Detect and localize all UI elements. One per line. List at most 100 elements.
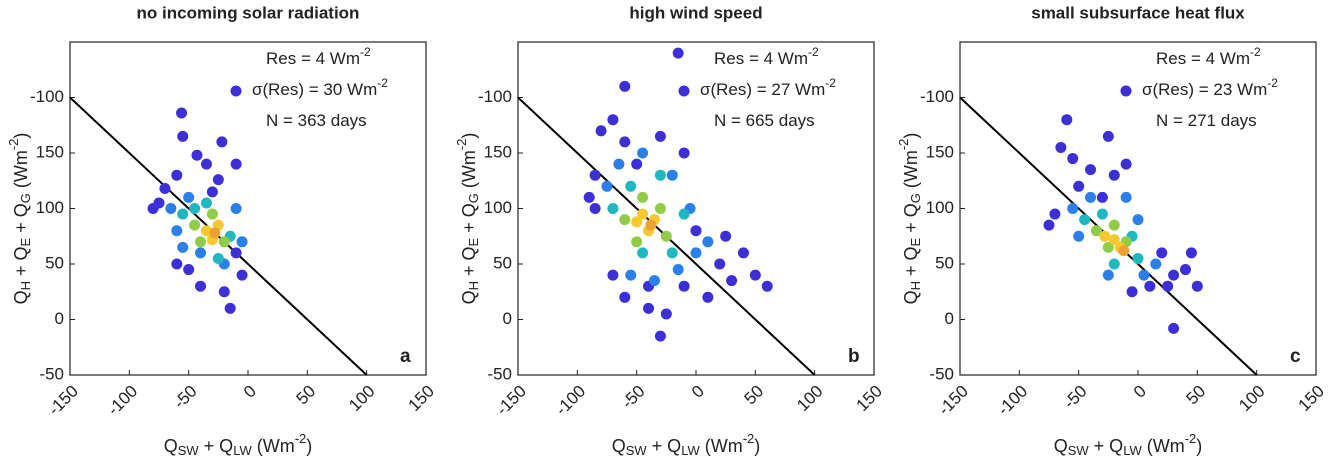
point [212, 252, 224, 264]
point [702, 236, 714, 248]
y-tick-label: -50 [929, 364, 954, 383]
x-tick-label: 150 [405, 382, 438, 415]
point [1185, 247, 1197, 259]
y-tick-label: -100 [478, 87, 512, 106]
y-axis-label: QH + QE + QG (Wm-2) [896, 133, 923, 305]
point [1099, 230, 1111, 242]
point [1120, 191, 1132, 203]
y-tick-label: -50 [39, 364, 64, 383]
annotation: Res = 4 Wm-2 [714, 45, 819, 68]
point [690, 225, 702, 237]
point [1102, 130, 1114, 142]
point [1085, 164, 1097, 176]
panel-title: small subsurface heat flux [1031, 3, 1245, 22]
point [1061, 114, 1073, 126]
point [1085, 191, 1097, 203]
annotation-sup: -2 [1250, 45, 1261, 59]
point [195, 280, 207, 292]
point [637, 147, 649, 159]
y-label-part: H [908, 281, 923, 290]
point [218, 286, 230, 298]
y-label-part: Q [901, 290, 921, 304]
y-tick-label: -100 [30, 87, 64, 106]
point [589, 203, 601, 214]
x-axis-label: QSW + QLW (Wm-2) [612, 431, 761, 458]
x-label-part: ) [754, 436, 760, 456]
y-label-part: G [466, 193, 481, 203]
y-label-part: + Q [901, 203, 921, 238]
point [189, 203, 201, 214]
point [1096, 208, 1108, 220]
point [236, 236, 248, 248]
point [1126, 286, 1138, 298]
point [200, 197, 212, 209]
point [631, 236, 643, 248]
point [171, 258, 183, 270]
x-tick-label: 100 [345, 382, 378, 415]
x-tick-label: 0 [1130, 382, 1150, 402]
x-tick-label: 0 [240, 382, 260, 402]
x-label-part: -2 [743, 431, 755, 446]
x-label-part: + Q [199, 436, 234, 456]
point [1132, 214, 1144, 226]
point [619, 214, 631, 226]
point [660, 308, 672, 320]
point [589, 169, 601, 181]
point [654, 130, 666, 142]
point [637, 191, 649, 203]
y-tick-label: 150 [484, 142, 512, 161]
point [702, 291, 714, 303]
annotation: Res = 4 Wm-2 [1156, 45, 1261, 68]
point [1118, 245, 1130, 257]
point [1108, 169, 1120, 181]
annotation-sup: -2 [825, 76, 836, 90]
y-tick-label: -50 [487, 364, 512, 383]
y-tick-label: 150 [926, 142, 954, 161]
y-label-part: H [18, 281, 33, 290]
point [654, 203, 666, 214]
point [749, 269, 761, 281]
x-label-part: Q [1054, 436, 1068, 456]
y-label-part: E [908, 237, 923, 246]
point [1073, 230, 1085, 242]
point [177, 130, 189, 142]
x-tick-label: 150 [1295, 382, 1328, 415]
point [189, 219, 201, 231]
point [1191, 280, 1203, 292]
point [1120, 158, 1132, 170]
y-label-part: E [18, 237, 33, 246]
y-label-part: ) [11, 133, 31, 139]
point [191, 149, 203, 161]
point [619, 136, 631, 148]
point [672, 47, 684, 59]
point [1150, 258, 1162, 270]
point [176, 107, 188, 119]
point [631, 158, 643, 170]
point [1108, 234, 1120, 246]
x-tick-label: -100 [104, 382, 141, 419]
annotation-text: N = 363 days [266, 111, 367, 130]
marker-swatch [1120, 85, 1132, 97]
point [637, 247, 649, 259]
x-tick-label: -100 [994, 382, 1031, 419]
x-tick-label: -50 [1060, 382, 1091, 413]
annotation-sup: -2 [377, 76, 388, 90]
annotation: N = 271 days [1156, 111, 1257, 130]
y-tick-label: 0 [945, 309, 954, 328]
annotation: N = 363 days [266, 111, 367, 130]
annotation-text: σ(Res) = 23 Wm [1142, 80, 1267, 99]
x-axis-label: QSW + QLW (Wm-2) [1054, 431, 1203, 458]
y-tick-label: 0 [503, 309, 512, 328]
annotation-text: σ(Res) = 30 Wm [252, 80, 377, 99]
y-label-part: + Q [459, 203, 479, 238]
annotation: Res = 4 Wm-2 [266, 45, 371, 68]
annotation-text: σ(Res) = 27 Wm [700, 80, 825, 99]
annotation-sup: -2 [1267, 76, 1278, 90]
point [1049, 208, 1061, 220]
annotation-text: Res = 4 Wm [1156, 49, 1250, 68]
x-label-part: LW [681, 443, 700, 458]
point [643, 302, 655, 314]
panel-letter: b [848, 346, 860, 367]
point [1156, 247, 1168, 259]
point [209, 227, 221, 239]
